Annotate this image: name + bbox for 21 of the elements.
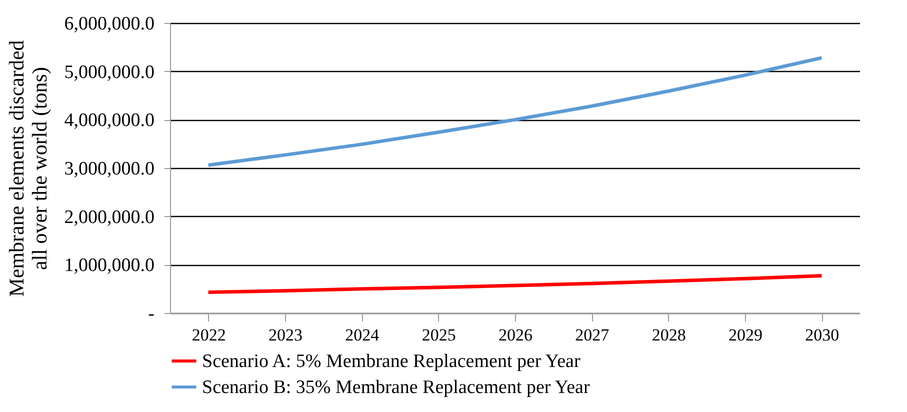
x-tick-label: 2025 — [422, 326, 456, 344]
y-tick-label: 4,000,000.0 — [64, 110, 154, 132]
y-tick-label: 3,000,000.0 — [64, 158, 154, 180]
y-tick-label: 6,000,000.0 — [64, 14, 154, 34]
x-tick-label: 2026 — [498, 326, 532, 344]
x-tick-label: 2027 — [575, 326, 610, 344]
y-tick-label: - — [148, 304, 154, 324]
x-tick-label: 2029 — [728, 326, 762, 344]
y-axis-title: Membrane elements discarded all over the world (tons) — [4, 40, 52, 297]
legend-label: Scenario B: 35% Membrane Replacement per Year — [202, 377, 590, 398]
x-tick-label: 2023 — [268, 326, 302, 344]
line-series — [206, 56, 824, 167]
y-tick-label: 2,000,000.0 — [64, 206, 154, 228]
x-tick-label: 2024 — [345, 326, 380, 344]
y-tick-label: 5,000,000.0 — [64, 62, 154, 83]
x-tick-label: 2022 — [192, 326, 226, 344]
line-series — [206, 274, 824, 294]
legend-label: Scenario A: 5% Membrane Replacement per Year — [202, 351, 581, 372]
x-tick-label: 2030 — [805, 326, 840, 344]
x-tick-label: 2028 — [652, 326, 686, 344]
y-tick-label: 1,000,000.0 — [64, 255, 154, 276]
